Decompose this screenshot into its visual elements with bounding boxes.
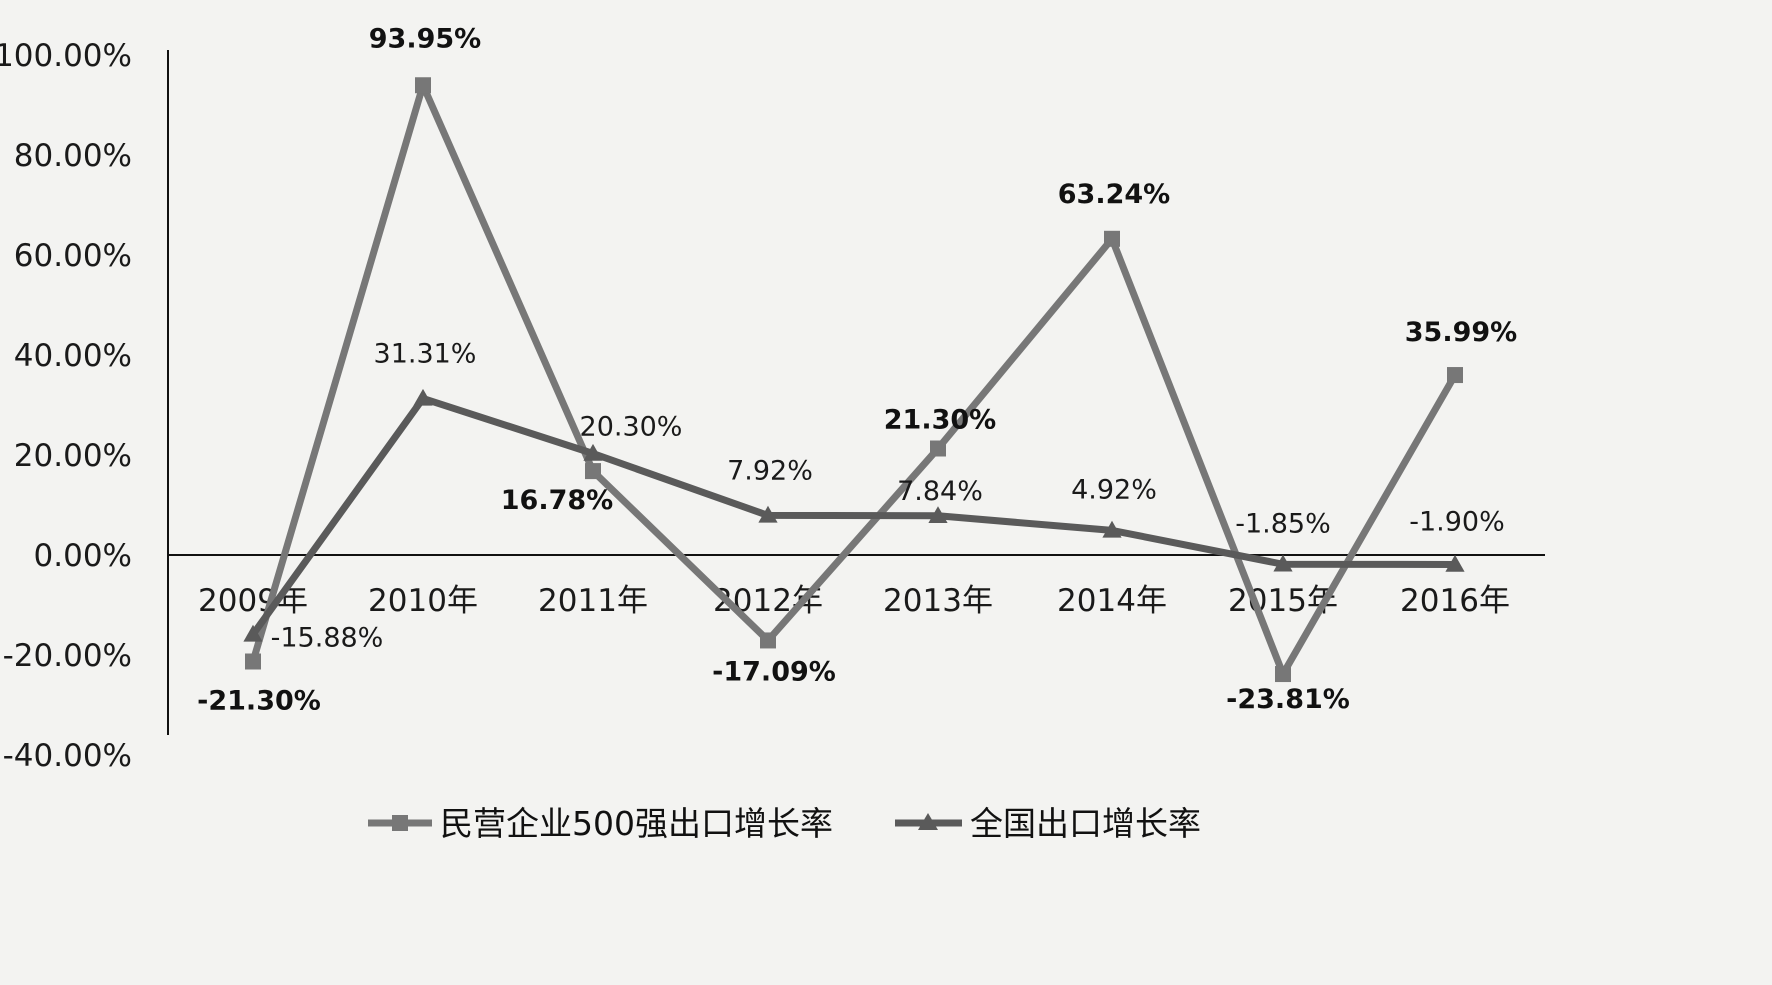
series-b-data-label: 20.30%	[580, 412, 683, 443]
series-b-data-label: 4.92%	[1071, 474, 1157, 505]
series-a-point	[585, 463, 601, 480]
series-a-point	[930, 440, 946, 457]
y-tick-labels: -40.00% -20.00% 0.00% 20.00% 40.00% 60.00% 80.…	[0, 38, 132, 774]
x-tick-label: 2014年	[1057, 583, 1167, 619]
y-tick-label: 20.00%	[14, 438, 132, 474]
x-tick-label: 2009年	[198, 583, 308, 619]
series-b-data-label: 7.84%	[897, 476, 983, 507]
series-b-line	[250, 394, 1456, 637]
x-tick-label: 2013年	[883, 583, 993, 619]
legend-item-series-b: 全国出口增长率	[895, 804, 1201, 843]
y-tick-label: 0.00%	[34, 538, 132, 574]
series-layer	[243, 77, 1465, 683]
y-tick-label: 80.00%	[14, 138, 132, 174]
series-a-data-label: -21.30%	[197, 686, 321, 717]
series-b-point	[1445, 554, 1465, 572]
legend-marker-series-a	[392, 815, 408, 831]
legend-marker-series-b	[918, 813, 938, 830]
y-tick-label: -20.00%	[3, 638, 132, 674]
series-a-point	[1447, 367, 1463, 384]
series-a-data-label: -17.09%	[712, 656, 836, 687]
series-b-point	[928, 506, 948, 523]
series-a-data-label: 21.30%	[884, 405, 996, 436]
legend-label-series-b: 全国出口增长率	[970, 804, 1201, 843]
series-b-data-label: 7.92%	[727, 455, 813, 486]
series-b-point	[413, 388, 433, 406]
data-labels: -21.30% 93.95% 16.78% -17.09% 21.30% 63.24% -2…	[197, 23, 1517, 716]
series-b-point	[583, 443, 603, 461]
legend-item-series-a: 民营企业500强出口增长率	[368, 804, 833, 843]
x-tick-label: 2016年	[1400, 583, 1510, 619]
series-b-data-label: -15.88%	[271, 622, 384, 653]
series-a-data-label: 35.99%	[1405, 317, 1517, 348]
x-tick-label: 2011年	[538, 583, 648, 619]
series-b-point	[1273, 554, 1293, 572]
y-tick-label: -40.00%	[3, 738, 132, 774]
y-tick-label: 100.00%	[0, 38, 132, 74]
series-b-data-label: -1.85%	[1235, 508, 1331, 539]
legend: 民营企业500强出口增长率 全国出口增长率	[368, 804, 1201, 843]
legend-label-series-a: 民营企业500强出口增长率	[440, 804, 833, 843]
series-b-point	[1102, 520, 1122, 538]
axes	[167, 50, 1545, 735]
series-a-data-label: -23.81%	[1226, 684, 1350, 715]
series-b-point	[243, 624, 263, 642]
series-a-line	[249, 81, 1459, 678]
series-b-point	[758, 505, 778, 523]
series-b-data-label: -1.90%	[1409, 507, 1505, 538]
series-a-data-label: 16.78%	[501, 485, 613, 516]
x-tick-label: 2010年	[368, 583, 478, 619]
y-tick-label: 40.00%	[14, 338, 132, 374]
series-a-point	[1104, 230, 1120, 247]
series-a-data-label: 93.95%	[369, 23, 481, 54]
y-tick-label: 60.00%	[14, 238, 132, 274]
series-b-data-label: 31.31%	[374, 338, 477, 369]
series-a-point	[1275, 666, 1291, 683]
series-a-point	[245, 653, 261, 670]
series-a-point	[760, 632, 776, 649]
x-tick-labels: 2009年 2010年 2011年 2012年 2013年 2014年 2015年 2016年	[198, 583, 1510, 619]
series-a-point	[415, 77, 431, 94]
series-a-data-label: 63.24%	[1058, 179, 1170, 210]
